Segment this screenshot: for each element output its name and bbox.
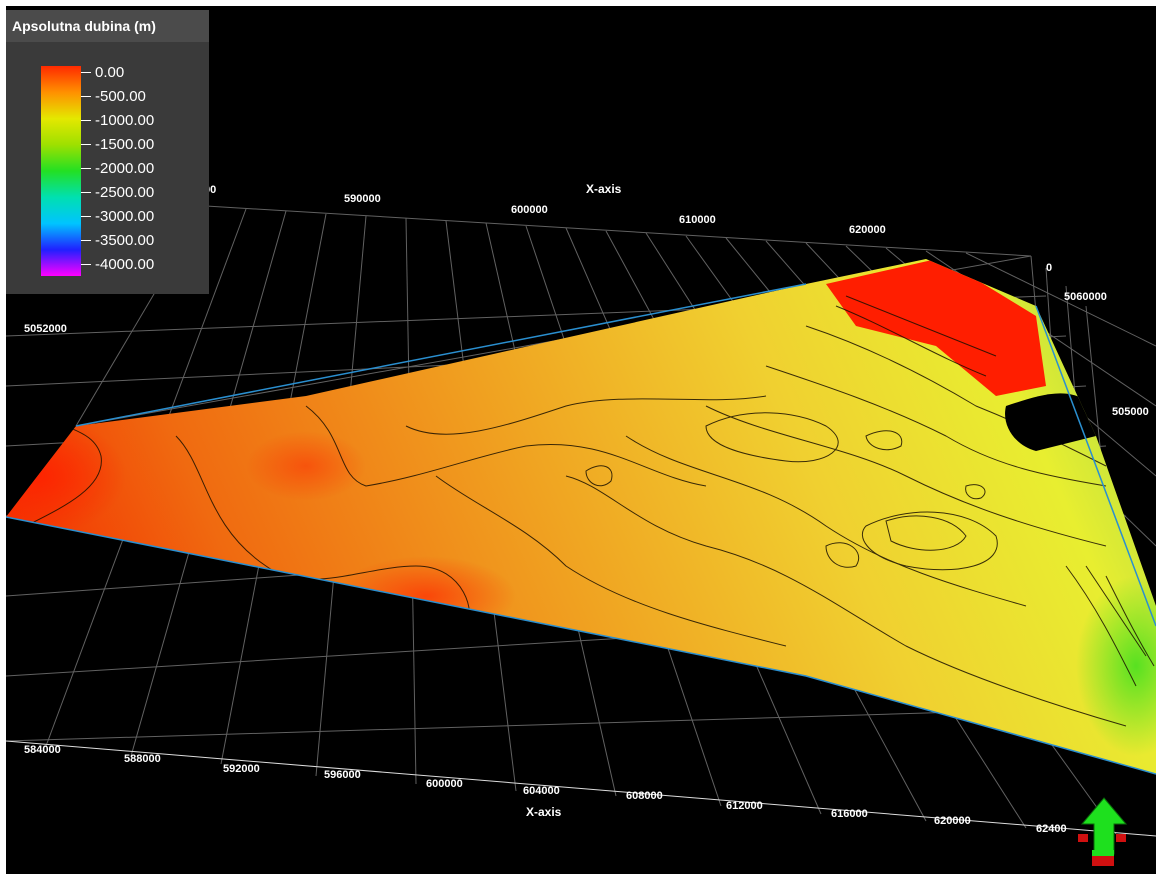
north-arrow-icon[interactable] — [1078, 797, 1128, 866]
back-x-axis: X-axis 00 590000 600000 610000 620000 — [204, 182, 886, 236]
legend-tick: -2500.00 — [81, 180, 154, 204]
front-x-tick: 62400 — [1036, 823, 1067, 835]
legend-tick: -1500.00 — [81, 132, 154, 156]
back-x-tick: 590000 — [344, 193, 381, 205]
legend-tick: -500.00 — [81, 84, 146, 108]
right-tick: 505000 — [1112, 406, 1149, 418]
front-x-tick: 608000 — [626, 790, 663, 802]
right-axis: 0 5060000 505000 — [1046, 262, 1149, 418]
3d-viewport[interactable]: X-axis 00 590000 600000 610000 620000 50… — [6, 6, 1156, 874]
surface-scene[interactable]: X-axis 00 590000 600000 610000 620000 50… — [6, 6, 1156, 874]
legend-colorbar — [41, 66, 81, 276]
front-x-axis: X-axis 584000 588000 592000 596000 60000… — [6, 740, 1156, 837]
front-x-tick: 600000 — [426, 778, 463, 790]
legend-tick: -3000.00 — [81, 204, 154, 228]
front-x-tick: 596000 — [324, 769, 361, 781]
front-x-tick: 620000 — [934, 815, 971, 827]
legend-tick: -2000.00 — [81, 156, 154, 180]
back-x-tick: 620000 — [849, 224, 886, 236]
back-x-tick: 610000 — [679, 214, 716, 226]
depth-legend: Apsolutna dubina (m) 0.00 -500.00 -1000.… — [6, 10, 209, 294]
front-x-axis-title: X-axis — [526, 805, 562, 819]
legend-tick: 0.00 — [81, 60, 124, 84]
depth-surface[interactable] — [6, 258, 1156, 775]
back-x-axis-title: X-axis — [586, 182, 622, 196]
left-y-tick: 5052000 — [24, 323, 67, 335]
left-y-axis: 5052000 — [24, 323, 67, 335]
front-x-tick: 616000 — [831, 808, 868, 820]
front-x-tick: 588000 — [124, 753, 161, 765]
legend-tick: -4000.00 — [81, 252, 154, 276]
front-x-tick: 612000 — [726, 800, 763, 812]
front-x-tick: 584000 — [24, 744, 61, 756]
front-x-tick: 604000 — [523, 785, 560, 797]
back-x-tick: 600000 — [511, 204, 548, 216]
legend-title: Apsolutna dubina (m) — [6, 10, 209, 42]
right-tick: 5060000 — [1064, 291, 1107, 303]
right-tick: 0 — [1046, 262, 1052, 274]
front-x-tick: 592000 — [223, 763, 260, 775]
legend-tick: -1000.00 — [81, 108, 154, 132]
legend-tick: -3500.00 — [81, 228, 154, 252]
